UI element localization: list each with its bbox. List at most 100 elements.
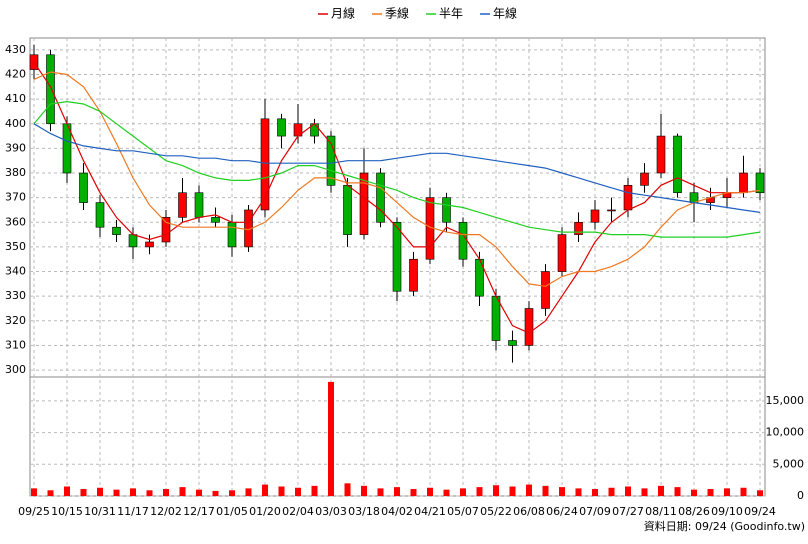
candle-body bbox=[458, 221, 468, 260]
candle-body bbox=[607, 209, 616, 212]
x-tick-label: 07/09 bbox=[579, 505, 611, 518]
volume-bar bbox=[47, 490, 54, 496]
volume-bar bbox=[460, 488, 466, 496]
volume-bar bbox=[526, 484, 532, 496]
candle-body bbox=[194, 192, 204, 218]
candle-body bbox=[755, 172, 765, 194]
candle-body bbox=[376, 172, 385, 223]
candle-body bbox=[277, 118, 286, 137]
candle-body bbox=[623, 185, 633, 211]
x-tick-label: 12/02 bbox=[150, 505, 182, 518]
candle-body bbox=[79, 172, 88, 203]
volume-bar bbox=[394, 487, 400, 496]
candle-body bbox=[673, 135, 682, 194]
y-tick-label: 430 bbox=[5, 43, 26, 56]
candle-body bbox=[557, 234, 567, 272]
volume-bar bbox=[212, 490, 219, 496]
x-tick-label: 08/26 bbox=[678, 505, 710, 518]
volume-bar bbox=[707, 489, 714, 496]
candle-body bbox=[112, 226, 121, 235]
x-tick-label: 11/17 bbox=[117, 505, 149, 518]
candle-body bbox=[508, 340, 517, 346]
candle-body bbox=[46, 54, 55, 125]
volume-bar bbox=[377, 488, 384, 496]
volume-bar bbox=[328, 381, 334, 496]
candle-body bbox=[343, 185, 352, 235]
candle-body bbox=[227, 221, 237, 248]
legend-label: 季線 bbox=[385, 6, 409, 21]
volume-bar bbox=[163, 489, 169, 496]
x-tick-label: 05/22 bbox=[480, 505, 512, 518]
x-tick-label: 03/18 bbox=[348, 505, 380, 518]
ma-line bbox=[33, 61, 761, 334]
candle-body bbox=[640, 172, 649, 186]
volume-bar bbox=[245, 488, 252, 496]
candle-body bbox=[590, 209, 600, 223]
volume-bar bbox=[509, 486, 516, 496]
volume-bar bbox=[691, 489, 697, 496]
volume-bar bbox=[724, 488, 730, 496]
volume-bar bbox=[559, 487, 565, 496]
x-tick-label: 08/11 bbox=[645, 505, 677, 518]
volume-bar bbox=[311, 485, 318, 496]
candle-body bbox=[178, 192, 187, 218]
volume-bar bbox=[344, 483, 351, 496]
x-tick-label: 09/24 bbox=[744, 505, 776, 518]
volume-bar bbox=[641, 488, 648, 496]
candle-body bbox=[260, 118, 270, 211]
y-tick-label: 400 bbox=[5, 117, 26, 130]
volume-bar bbox=[476, 487, 483, 496]
volume-bar bbox=[97, 487, 103, 496]
volume-bar bbox=[262, 484, 268, 496]
candle-body bbox=[29, 54, 39, 70]
candle-body bbox=[359, 172, 369, 235]
y-tick-label: 360 bbox=[5, 215, 26, 228]
candle-body bbox=[145, 241, 154, 248]
x-tick-label: 03/03 bbox=[315, 505, 347, 518]
x-tick-label: 12/17 bbox=[183, 505, 215, 518]
volume-bar bbox=[625, 486, 631, 496]
legend-label: 半年 bbox=[439, 7, 463, 21]
candle-body bbox=[689, 192, 699, 203]
volume-bar bbox=[757, 490, 763, 496]
volume-bar bbox=[31, 488, 37, 496]
volume-bar bbox=[229, 490, 235, 496]
x-tick-label: 04/21 bbox=[414, 505, 446, 518]
volume-bar bbox=[146, 490, 153, 496]
candle-body bbox=[524, 308, 534, 346]
y2-tick-label: 10,000 bbox=[766, 426, 805, 439]
candle-body bbox=[161, 217, 171, 243]
volume-bar bbox=[427, 487, 433, 496]
x-tick-label: 05/07 bbox=[447, 505, 479, 518]
legend-label: 年線 bbox=[493, 6, 517, 21]
volume-bar bbox=[674, 487, 681, 496]
y-tick-label: 370 bbox=[5, 191, 26, 204]
candle-body bbox=[656, 135, 666, 174]
volume-bar bbox=[608, 487, 615, 496]
x-tick-label: 09/10 bbox=[711, 505, 743, 518]
x-tick-label: 10/15 bbox=[51, 505, 83, 518]
y2-tick-label: 5,000 bbox=[773, 457, 805, 470]
ma-line bbox=[33, 71, 761, 287]
y-tick-label: 320 bbox=[5, 314, 26, 327]
candle-body bbox=[128, 234, 138, 248]
volume-bar bbox=[278, 486, 285, 496]
candle-body bbox=[409, 258, 418, 292]
x-tick-label: 06/24 bbox=[546, 505, 578, 518]
y-tick-label: 350 bbox=[5, 240, 26, 253]
candle-body bbox=[392, 221, 402, 292]
volume-bar bbox=[592, 489, 598, 496]
legend-label: 月線 bbox=[331, 6, 355, 21]
y-tick-label: 420 bbox=[5, 67, 26, 80]
y2-tick-label: 0 bbox=[797, 489, 804, 502]
volume-bar bbox=[443, 489, 450, 496]
volume-bar bbox=[542, 485, 549, 496]
volume-bar bbox=[179, 487, 186, 496]
candle-body bbox=[739, 172, 748, 194]
candle-body bbox=[574, 221, 583, 235]
y-tick-label: 330 bbox=[5, 289, 26, 302]
volume-bar bbox=[493, 485, 499, 496]
volume-bar bbox=[410, 489, 417, 496]
volume-bar bbox=[64, 486, 70, 496]
